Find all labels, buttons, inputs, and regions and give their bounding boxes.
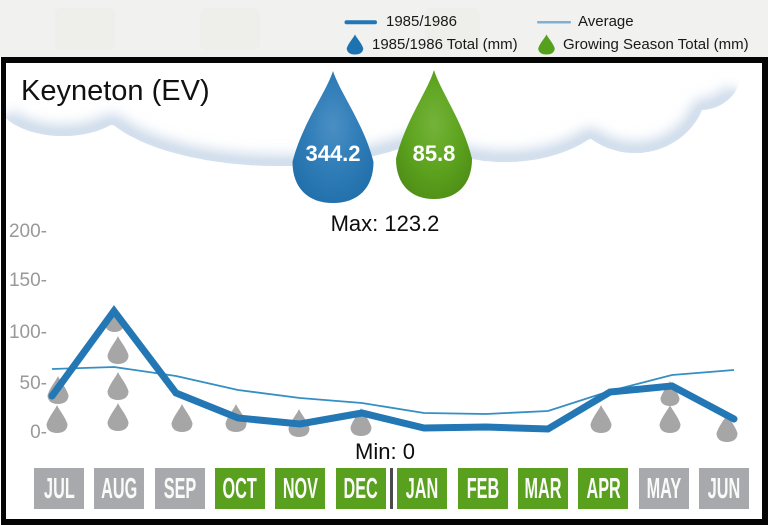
svg-text:344.2: 344.2 (305, 141, 360, 166)
svg-text:85.8: 85.8 (413, 141, 456, 166)
